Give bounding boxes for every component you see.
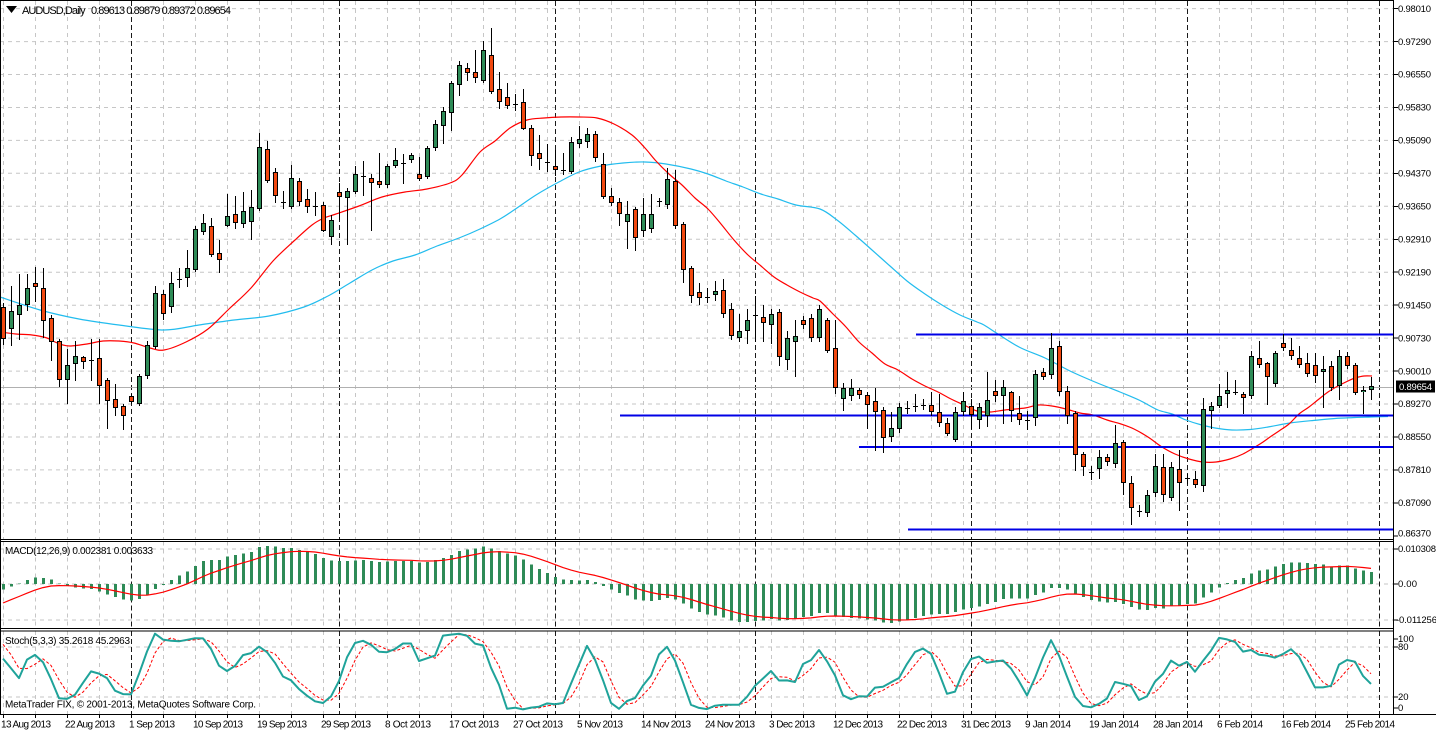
svg-text:13 Aug 2013: 13 Aug 2013 [1, 720, 51, 731]
svg-text:0.92910: 0.92910 [1398, 235, 1431, 246]
svg-text:5 Nov 2013: 5 Nov 2013 [577, 720, 623, 731]
svg-text:25 Feb 2014: 25 Feb 2014 [1345, 720, 1395, 731]
svg-text:80: 80 [1398, 642, 1409, 653]
svg-text:9 Jan 2014: 9 Jan 2014 [1025, 720, 1071, 731]
svg-text:0.88550: 0.88550 [1398, 432, 1431, 443]
svg-text:0.89654: 0.89654 [1399, 382, 1432, 393]
svg-text:27 Oct 2013: 27 Oct 2013 [513, 720, 563, 731]
svg-text:20: 20 [1398, 692, 1409, 703]
svg-text:0.010308: 0.010308 [1398, 544, 1436, 555]
svg-text:AUDUSD,Daily 0.89613 0.89879: AUDUSD,Daily 0.89613 0.89879 0.89372 0.8… [22, 5, 231, 17]
svg-text:31 Dec 2013: 31 Dec 2013 [961, 720, 1011, 731]
svg-text:0: 0 [1398, 703, 1403, 714]
svg-text:0.86370: 0.86370 [1398, 529, 1431, 540]
svg-text:3 Dec 2013: 3 Dec 2013 [769, 720, 815, 731]
svg-text:1 Sep 2013: 1 Sep 2013 [129, 720, 175, 731]
svg-text:0.90010: 0.90010 [1398, 366, 1431, 377]
svg-text:28 Jan 2014: 28 Jan 2014 [1153, 720, 1203, 731]
svg-text:8 Oct 2013: 8 Oct 2013 [385, 720, 431, 731]
svg-text:16 Feb 2014: 16 Feb 2014 [1281, 720, 1331, 731]
svg-text:0.87810: 0.87810 [1398, 465, 1431, 476]
svg-text:19 Sep 2013: 19 Sep 2013 [257, 720, 307, 731]
svg-text:17 Oct 2013: 17 Oct 2013 [449, 720, 499, 731]
svg-text:0.93650: 0.93650 [1398, 202, 1431, 213]
svg-text:0.89270: 0.89270 [1398, 399, 1431, 410]
svg-text:22 Dec 2013: 22 Dec 2013 [897, 720, 947, 731]
svg-text:MACD(12,26,9) 0.002381 0.00363: MACD(12,26,9) 0.002381 0.003633 [5, 546, 153, 557]
svg-text:0.91450: 0.91450 [1398, 300, 1431, 311]
svg-text:0.96550: 0.96550 [1398, 70, 1431, 81]
svg-text:0.00: 0.00 [1398, 579, 1417, 590]
svg-text:29 Sep 2013: 29 Sep 2013 [321, 720, 371, 731]
svg-text:0.95830: 0.95830 [1398, 103, 1431, 114]
svg-text:-0.011256: -0.011256 [1396, 615, 1436, 626]
svg-text:0.94370: 0.94370 [1398, 169, 1431, 180]
svg-text:22 Aug 2013: 22 Aug 2013 [65, 720, 115, 731]
svg-text:0.95090: 0.95090 [1398, 136, 1431, 147]
svg-text:0.98010: 0.98010 [1398, 4, 1431, 15]
svg-text:24 Nov 2013: 24 Nov 2013 [705, 720, 755, 731]
svg-text:6 Feb 2014: 6 Feb 2014 [1217, 720, 1263, 731]
svg-text:19 Jan 2014: 19 Jan 2014 [1089, 720, 1139, 731]
svg-text:0.92190: 0.92190 [1398, 267, 1431, 278]
svg-text:MetaTrader FIX, © 2001-2013, M: MetaTrader FIX, © 2001-2013, MetaQuotes … [5, 700, 256, 711]
svg-text:0.97290: 0.97290 [1398, 37, 1431, 48]
svg-text:12 Dec 2013: 12 Dec 2013 [833, 720, 883, 731]
svg-text:Stoch(5,3,3) 35.2618 45.2963: Stoch(5,3,3) 35.2618 45.2963 [5, 636, 130, 647]
svg-text:14 Nov 2013: 14 Nov 2013 [641, 720, 691, 731]
svg-text:0.87090: 0.87090 [1398, 498, 1431, 509]
svg-text:10 Sep 2013: 10 Sep 2013 [193, 720, 243, 731]
svg-text:100: 100 [1398, 634, 1414, 645]
svg-text:0.90730: 0.90730 [1398, 333, 1431, 344]
